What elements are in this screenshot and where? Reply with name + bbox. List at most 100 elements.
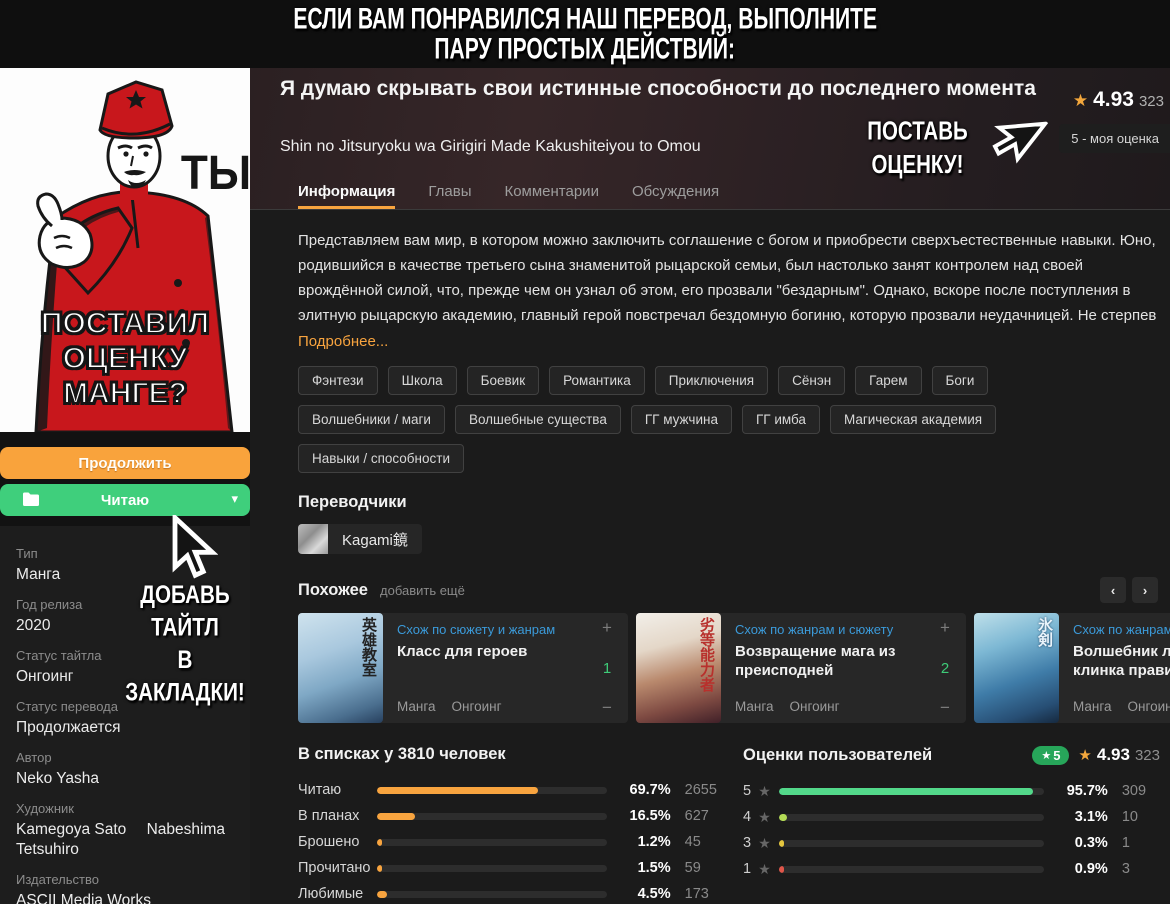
- info-label: Автор: [16, 750, 52, 765]
- continue-button[interactable]: Продолжить: [0, 447, 250, 479]
- manga-cover[interactable]: 英雄教室: [298, 613, 383, 723]
- similarity-link[interactable]: Схож по сюжету и жанрам: [397, 622, 556, 637]
- info-label: Год релиза: [16, 597, 83, 612]
- my-score-pill: ★ 5: [1032, 745, 1070, 765]
- type-label: Манга: [735, 699, 774, 714]
- rating-summary[interactable]: ★ 4.93 323: [1073, 88, 1164, 112]
- similar-section-header: Похожее добавить ещё ‹ ›: [298, 577, 1160, 603]
- info-label: Художник: [16, 801, 74, 816]
- tag[interactable]: ГГ имба: [741, 405, 820, 434]
- poster-question-text: ПОСТАВИЛ ОЦЕНКУ МАНГЕ?: [40, 306, 210, 411]
- ratings-average: 4.93: [1096, 745, 1130, 764]
- description-text: Представляем вам мир, в котором можно за…: [298, 232, 1157, 324]
- carousel-next-button[interactable]: ›: [1132, 577, 1158, 603]
- promo-banner: ЕСЛИ ВАМ ПОНРАВИЛСЯ НАШ ПЕРЕВОД, ВЫПОЛНИ…: [0, 0, 1170, 68]
- upvote-button[interactable]: +: [602, 618, 612, 637]
- downvote-button[interactable]: −: [940, 698, 950, 717]
- progress-bar: [779, 839, 1045, 847]
- rating-stat-row: 1 ★ 0.9% 3: [743, 860, 1130, 878]
- bookmark-status-button[interactable]: Читаю ▾: [0, 484, 250, 516]
- similar-title[interactable]: Возвращение мага из преисподней: [735, 643, 896, 679]
- info-value: Neko Yasha: [16, 770, 100, 787]
- add-bookmark-note: ДОБАВЬ ТАЙТЛ В ЗАКЛАДКИ!: [125, 581, 245, 707]
- info-label: Тип: [16, 546, 38, 561]
- my-rating-badge[interactable]: 5 - моя оценка: [1059, 124, 1170, 153]
- info-label: Статус тайтла: [16, 648, 102, 663]
- tag[interactable]: Фэнтези: [298, 366, 378, 395]
- tag[interactable]: Сёнэн: [778, 366, 846, 395]
- similarity-votes: + 1 −: [586, 613, 628, 723]
- statistics-section: В списках у 3810 человек Читаю 69.7% 265…: [298, 745, 1160, 904]
- tab-chapters[interactable]: Главы: [428, 183, 472, 200]
- similar-title[interactable]: Класс для героев: [397, 643, 528, 660]
- title-hero-banner: Я думаю скрывать свои истинные способнос…: [250, 68, 1170, 210]
- tag[interactable]: Волшебники / маги: [298, 405, 445, 434]
- cursor-arrow-icon: [172, 512, 219, 584]
- similar-card[interactable]: 英雄教室 Схож по сюжету и жанрам Класс для г…: [298, 613, 628, 723]
- tag[interactable]: ГГ мужчина: [630, 405, 732, 434]
- similarity-link[interactable]: Схож по жанрам и сюжету: [735, 622, 894, 637]
- upvote-button[interactable]: +: [940, 618, 950, 637]
- tab-comments[interactable]: Комментарии: [504, 183, 599, 200]
- info-value: Манга: [16, 566, 61, 583]
- tag[interactable]: Приключения: [654, 366, 769, 395]
- add-more-link[interactable]: добавить ещё: [380, 583, 465, 598]
- similarity-link[interactable]: Схож по жанрам: [1073, 622, 1170, 637]
- info-value: Онгоинг: [16, 668, 74, 685]
- similar-title[interactable]: Волшебник ледяного клинка правит миром: [1073, 643, 1170, 679]
- title-tabs: Информация Главы Комментарии Обсуждения: [250, 176, 1170, 210]
- star-icon: ★: [1072, 91, 1089, 110]
- star-icon: ★: [758, 834, 771, 851]
- star-icon: ★: [758, 782, 771, 799]
- bookmark-lists-stats: В списках у 3810 человек Читаю 69.7% 265…: [298, 745, 728, 904]
- tag[interactable]: Боги: [931, 366, 989, 395]
- downvote-button[interactable]: −: [602, 698, 612, 717]
- tab-information[interactable]: Информация: [298, 183, 396, 209]
- type-label: Манга: [1073, 699, 1112, 714]
- list-stat-row: Прочитано 1.5% 59: [298, 860, 701, 876]
- user-ratings-stats: Оценки пользователей ★ 5 ★ 4.93 323 5 ★ 9…: [743, 745, 1160, 904]
- translators-heading: Переводчики: [298, 493, 407, 511]
- progress-bar: [779, 787, 1045, 795]
- translator-name: Kagami鏡: [342, 531, 408, 549]
- rating-average: 4.93: [1093, 88, 1134, 111]
- propaganda-poster: ТЫ ПОСТАВИЛ ОЦЕНКУ МАНГЕ?: [0, 68, 250, 432]
- information-tab-content: Представляем вам мир, в котором можно за…: [250, 210, 1170, 904]
- rating-count: 323: [1138, 93, 1164, 110]
- promo-banner-line2: ПАРУ ПРОСТЫХ ДЕЙСТВИЙ:: [434, 32, 736, 66]
- tag[interactable]: Школа: [387, 366, 457, 395]
- similarity-votes: + 2 −: [924, 613, 966, 723]
- main-content: Я думаю скрывать свои истинные способнос…: [250, 68, 1170, 904]
- tag[interactable]: Навыки / способности: [298, 444, 464, 473]
- ratings-total: 323: [1134, 746, 1160, 764]
- similar-card[interactable]: 氷剣 Схож по жанрам Волшебник ледяного кли…: [974, 613, 1170, 723]
- poster-you-text: ТЫ: [180, 147, 250, 200]
- info-value: Продолжается: [16, 719, 121, 736]
- list-stat-row: В планах 16.5% 627: [298, 808, 709, 824]
- translator-item[interactable]: Kagami鏡: [298, 524, 422, 554]
- manga-cover[interactable]: 劣等能力者: [636, 613, 721, 723]
- similar-card[interactable]: 劣等能力者 Схож по жанрам и сюжету Возвращени…: [636, 613, 966, 723]
- status-label: Онгоинг: [789, 699, 840, 714]
- manga-cover[interactable]: 氷剣: [974, 613, 1059, 723]
- bookmark-status-label: Читаю: [100, 491, 150, 509]
- vote-count: 2: [940, 659, 950, 677]
- tag[interactable]: Магическая академия: [829, 405, 997, 434]
- star-icon: ★: [758, 808, 771, 825]
- tab-discussions[interactable]: Обсуждения: [631, 183, 720, 200]
- star-icon: ★: [1078, 747, 1092, 764]
- genre-tags: Фэнтези Школа Боевик Романтика Приключен…: [298, 366, 1138, 473]
- tag[interactable]: Волшебные существа: [454, 405, 621, 434]
- chevron-down-icon: ▾: [231, 491, 238, 506]
- progress-bar: [376, 838, 608, 846]
- status-label: Онгоинг: [451, 699, 502, 714]
- list-stat-row: Брошено 1.2% 45: [298, 834, 701, 850]
- star-icon: ★: [758, 860, 771, 877]
- tag[interactable]: Боевик: [466, 366, 540, 395]
- tag[interactable]: Гарем: [855, 366, 922, 395]
- lists-heading: В списках у 3810 человек: [298, 745, 506, 763]
- tag[interactable]: Романтика: [549, 366, 645, 395]
- read-more-link[interactable]: Подробнее...: [298, 333, 389, 350]
- carousel-prev-button[interactable]: ‹: [1100, 577, 1126, 603]
- info-value: Kamegoya Sato Nabeshima Tetsuhiro: [16, 821, 226, 858]
